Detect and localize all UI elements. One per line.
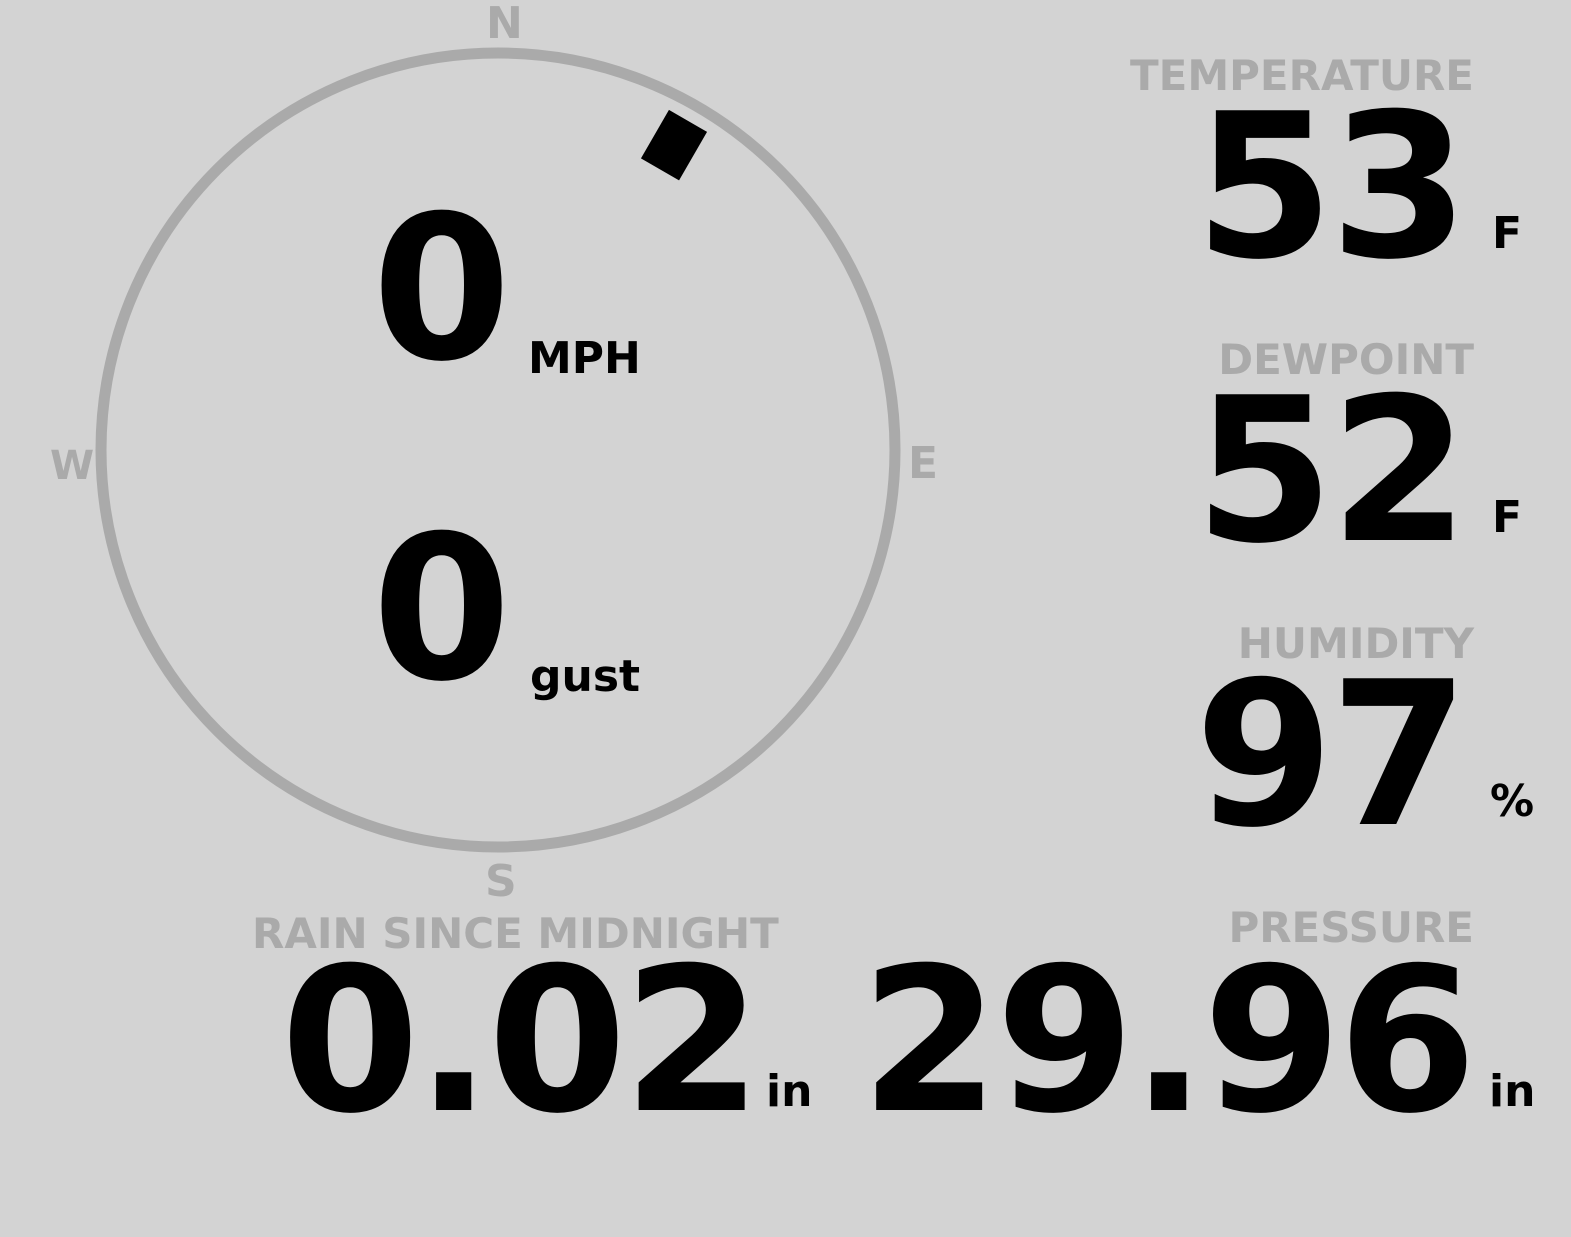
rain-unit: in [766,1066,813,1117]
wind-gust-label: gust [530,651,641,702]
rain-label: RAIN SINCE MIDNIGHT [252,909,779,958]
pressure-label: PRESSURE [1228,903,1474,952]
wind-compass [95,47,901,853]
dewpoint-value: 52 [1194,355,1469,588]
temperature-unit: F [1492,208,1523,259]
pressure-unit: in [1489,1066,1536,1117]
wind-gust-value: 0 [372,493,511,726]
compass-east: E [908,438,939,489]
compass-north: N [486,0,523,49]
dewpoint-label: DEWPOINT [1218,335,1474,384]
temperature-value: 53 [1194,71,1469,304]
wind-speed-unit: MPH [528,333,641,384]
rain-value: 0.02 [280,925,762,1158]
compass-south: S [485,856,517,907]
humidity-value: 97 [1194,639,1469,872]
dewpoint-unit: F [1492,492,1523,543]
wind-direction-marker [640,109,708,181]
pressure-value: 29.96 [860,925,1477,1158]
humidity-label: HUMIDITY [1237,619,1474,668]
compass-ring [95,47,901,853]
compass-west: W [50,443,95,489]
humidity-unit: % [1490,776,1535,827]
temperature-label: TEMPERATURE [1130,51,1474,100]
wind-speed-value: 0 [372,173,511,406]
